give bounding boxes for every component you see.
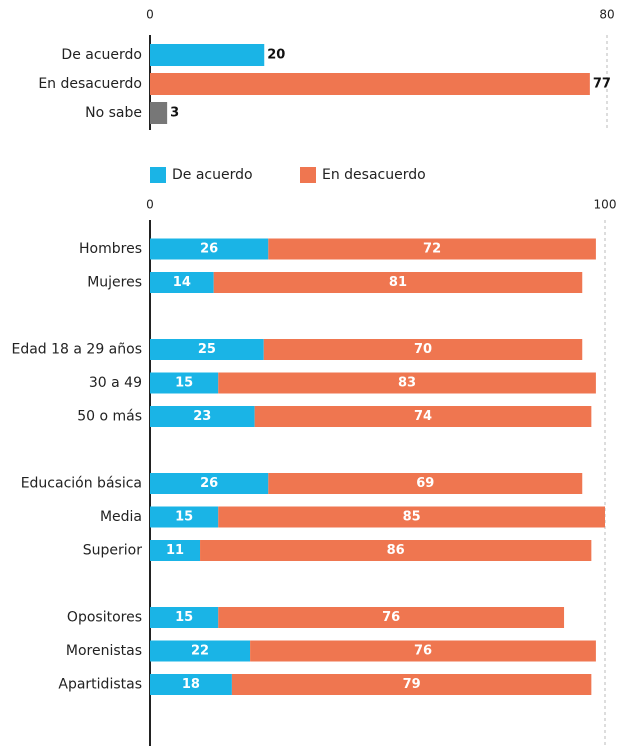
bar-segment [150,238,269,260]
value-label: 69 [416,476,434,491]
value-label: 18 [182,677,200,692]
y-tick-label: Edad 18 a 29 años [11,342,142,358]
value-label: 14 [173,275,191,290]
legend-swatch [300,167,316,183]
bar-segment [254,406,592,427]
bar-segment [150,607,219,628]
y-tick-label: Apartidistas [58,677,142,693]
value-label: 15 [175,376,193,391]
value-label: 83 [398,376,416,391]
bar-segment [218,607,565,628]
legend-label: En desacuerdo [322,167,426,183]
bar-segment [150,272,214,293]
bar-segment [268,238,596,260]
bar-segment [150,473,269,494]
value-label: 15 [175,510,193,525]
bar [150,44,265,66]
y-tick-label: Educación básica [21,476,142,492]
y-tick-label: Superior [83,543,142,559]
value-label: 74 [414,409,432,424]
bar-segment [200,540,592,561]
bar-segment [268,473,583,494]
bar [150,73,590,95]
y-tick-label: 50 o más [77,409,142,425]
bar-segment [150,640,251,662]
bar [150,102,168,124]
y-tick-label: Morenistas [66,643,142,659]
value-label: 86 [387,543,405,558]
legend-swatch [150,167,166,183]
value-label: 72 [423,242,441,257]
value-label: 76 [382,610,400,625]
x-tick-label: 0 [146,198,154,212]
value-label: 70 [414,342,432,357]
value-label: 26 [200,476,218,491]
value-label: 23 [193,409,211,424]
value-label: 25 [198,342,216,357]
bar-segment [150,339,264,360]
bar-segment [231,674,592,695]
y-tick-label: 30 a 49 [89,375,142,391]
y-tick-label: Hombres [79,241,142,257]
bar-segment [218,506,605,528]
value-label: 22 [191,644,209,659]
y-tick-label: Media [100,509,142,525]
value-label: 76 [414,644,432,659]
bar-segment [150,540,201,561]
value-label: 26 [200,242,218,257]
x-tick-label: 100 [594,198,617,212]
bar-segment [150,406,255,427]
bar-segment [213,272,583,293]
bar-segment [150,372,219,394]
y-tick-label: En desacuerdo [38,76,142,92]
value-label: 79 [403,677,421,692]
y-tick-label: De acuerdo [61,47,142,63]
value-label: 15 [175,610,193,625]
bar-segment [150,674,232,695]
y-tick-label: Opositores [67,610,142,626]
value-label: 81 [389,275,407,290]
y-tick-label: Mujeres [87,275,142,291]
bar-segment [150,506,219,528]
value-label: 77 [593,77,611,92]
value-label: 85 [403,510,421,525]
x-tick-label: 80 [599,8,614,22]
bar-segment [218,372,596,394]
legend-label: De acuerdo [172,167,253,183]
x-tick-label: 0 [146,8,154,22]
bar-segment [250,640,596,662]
value-label: 3 [170,106,179,121]
bar-segment [263,339,583,360]
value-label: 20 [267,48,285,63]
y-tick-label: No sabe [85,105,142,121]
value-label: 11 [166,543,184,558]
